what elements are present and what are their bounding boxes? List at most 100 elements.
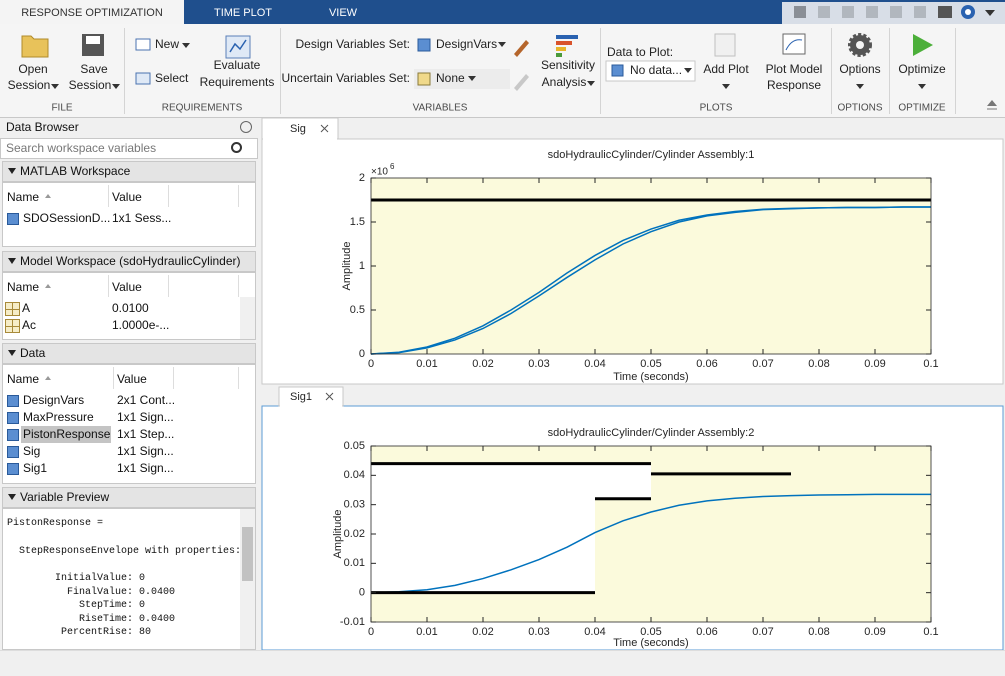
feasible-region: [371, 464, 595, 593]
preview-line: StepResponseEnvelope with properties:: [7, 545, 241, 559]
decoration-rect: [890, 6, 902, 18]
y-tick-label: 0.01: [344, 557, 365, 569]
collapse-arrow[interactable]: [8, 168, 16, 174]
column-header[interactable]: Value: [112, 279, 142, 296]
dropdown-value[interactable]: DesignVars: [436, 37, 497, 51]
new-icon[interactable]: [136, 39, 150, 50]
button-label[interactable]: Sensitivity: [541, 58, 595, 72]
column-divider: [173, 367, 174, 389]
search-icon[interactable]: [231, 142, 242, 153]
button-label[interactable]: Evaluate: [214, 58, 261, 72]
collapse-arrow[interactable]: [8, 258, 16, 264]
y-tick-label: 0: [359, 348, 365, 360]
x-tick-label: 0.01: [416, 358, 437, 370]
y-tick-label: -0.01: [340, 616, 365, 628]
button-label[interactable]: Add Plot: [703, 62, 749, 76]
collapse-arrow[interactable]: [8, 350, 16, 356]
search-box[interactable]: Search workspace variables: [0, 138, 258, 159]
variable-value[interactable]: 2x1 Cont...: [117, 392, 175, 409]
select-icon[interactable]: [136, 73, 150, 84]
y-tick-label: 1: [359, 260, 365, 272]
preview-line: FinalValue: 0.0400: [7, 586, 241, 600]
panel-menu[interactable]: [240, 121, 252, 133]
x-tick-label: 0.08: [808, 626, 829, 638]
variable-value[interactable]: 0.0100: [112, 300, 149, 317]
variable-name[interactable]: SDOSessionD...: [23, 210, 110, 227]
x-tick-label: 0.01: [416, 626, 437, 638]
button-label[interactable]: New: [155, 37, 179, 51]
x-tick-label: 0.08: [808, 358, 829, 370]
button-label[interactable]: Plot Model: [766, 62, 823, 76]
variable-name[interactable]: Ac: [22, 317, 36, 334]
tab-label[interactable]: TIME PLOT: [214, 7, 272, 19]
variable-value[interactable]: 1x1 Sess...: [112, 210, 171, 227]
button-label[interactable]: Select: [155, 71, 189, 85]
section-title: Model Workspace (sdoHydraulicCylinder): [20, 252, 241, 271]
button-label[interactable]: Session: [8, 78, 51, 92]
x-tick-label: 0.03: [528, 626, 549, 638]
variable-name[interactable]: PistonResponse: [23, 426, 110, 443]
section-header[interactable]: Variable Preview: [2, 487, 256, 508]
feasible-region: [595, 464, 651, 499]
tab-label[interactable]: RESPONSE OPTIMIZATION: [21, 7, 163, 19]
section-label: REQUIREMENTS: [162, 103, 243, 114]
button-label[interactable]: Analysis: [542, 75, 587, 89]
array-icon: [5, 302, 20, 316]
uncertain-icon: [418, 73, 430, 85]
variable-value[interactable]: 1x1 Sign...: [117, 409, 174, 426]
tab-label[interactable]: VIEW: [329, 7, 358, 19]
button-label[interactable]: Response: [767, 78, 821, 92]
column-header[interactable]: Name: [7, 371, 39, 388]
variable-icon: [7, 446, 19, 458]
section-header[interactable]: Data: [2, 343, 256, 364]
search-placeholder[interactable]: Search workspace variables: [6, 141, 156, 155]
preview-line: StepTime: 0: [7, 599, 241, 613]
column-header[interactable]: Name: [7, 279, 39, 296]
scrollbar[interactable]: [240, 297, 255, 339]
section-header[interactable]: Model Workspace (sdoHydraulicCylinder): [2, 251, 256, 272]
column-divider: [108, 275, 109, 297]
button-label[interactable]: Optimize: [898, 62, 946, 76]
scrollbar-thumb[interactable]: [242, 527, 253, 581]
variable-value[interactable]: 1x1 Sign...: [117, 460, 174, 477]
y-tick-label: 0.5: [350, 304, 365, 316]
variable-table: Name Value A 0.0100 Ac 1.0000e-...: [2, 272, 256, 340]
button-label[interactable]: Save: [80, 62, 108, 76]
section-header[interactable]: MATLAB Workspace: [2, 161, 256, 182]
variable-value[interactable]: 1x1 Step...: [117, 426, 174, 443]
variable-icon: [7, 463, 19, 475]
dropdown-value[interactable]: No data...: [630, 63, 682, 77]
section-title: Variable Preview: [20, 488, 109, 507]
button-label[interactable]: Session: [69, 78, 112, 92]
variable-name[interactable]: DesignVars: [23, 392, 84, 409]
preview-line: InitialValue: 0: [7, 572, 241, 586]
variable-name[interactable]: A: [22, 300, 30, 317]
variable-name[interactable]: Sig: [23, 443, 40, 460]
x-tick-label: 0.04: [584, 626, 605, 638]
dropdown-value[interactable]: None: [436, 71, 465, 85]
document-tab-label[interactable]: Sig: [290, 123, 306, 135]
variable-name[interactable]: Sig1: [23, 460, 47, 477]
button-label[interactable]: Options: [839, 62, 880, 76]
y-tick-label: 1.5: [350, 216, 365, 228]
open-icon[interactable]: [22, 36, 48, 57]
field-label: Uncertain Variables Set:: [281, 71, 410, 85]
variable-icon: [7, 395, 19, 407]
variable-value[interactable]: 1.0000e-...: [112, 317, 169, 334]
field-label: Design Variables Set:: [295, 37, 410, 51]
collapse-arrow[interactable]: [8, 494, 16, 500]
add-plot-icon[interactable]: [715, 34, 735, 56]
plot-model-icon[interactable]: [783, 34, 805, 54]
document-tab-label[interactable]: Sig1: [290, 391, 312, 403]
button-label[interactable]: Requirements: [200, 75, 275, 89]
column-header[interactable]: Name: [7, 189, 39, 206]
column-header[interactable]: Value: [112, 189, 142, 206]
column-header[interactable]: Value: [117, 371, 147, 388]
column-divider: [108, 185, 109, 207]
button-label[interactable]: Open: [18, 62, 47, 76]
scrollbar[interactable]: [240, 509, 255, 649]
variable-value[interactable]: 1x1 Sign...: [117, 443, 174, 460]
variable-name[interactable]: MaxPressure: [23, 409, 94, 426]
decoration-rect: [914, 6, 926, 18]
